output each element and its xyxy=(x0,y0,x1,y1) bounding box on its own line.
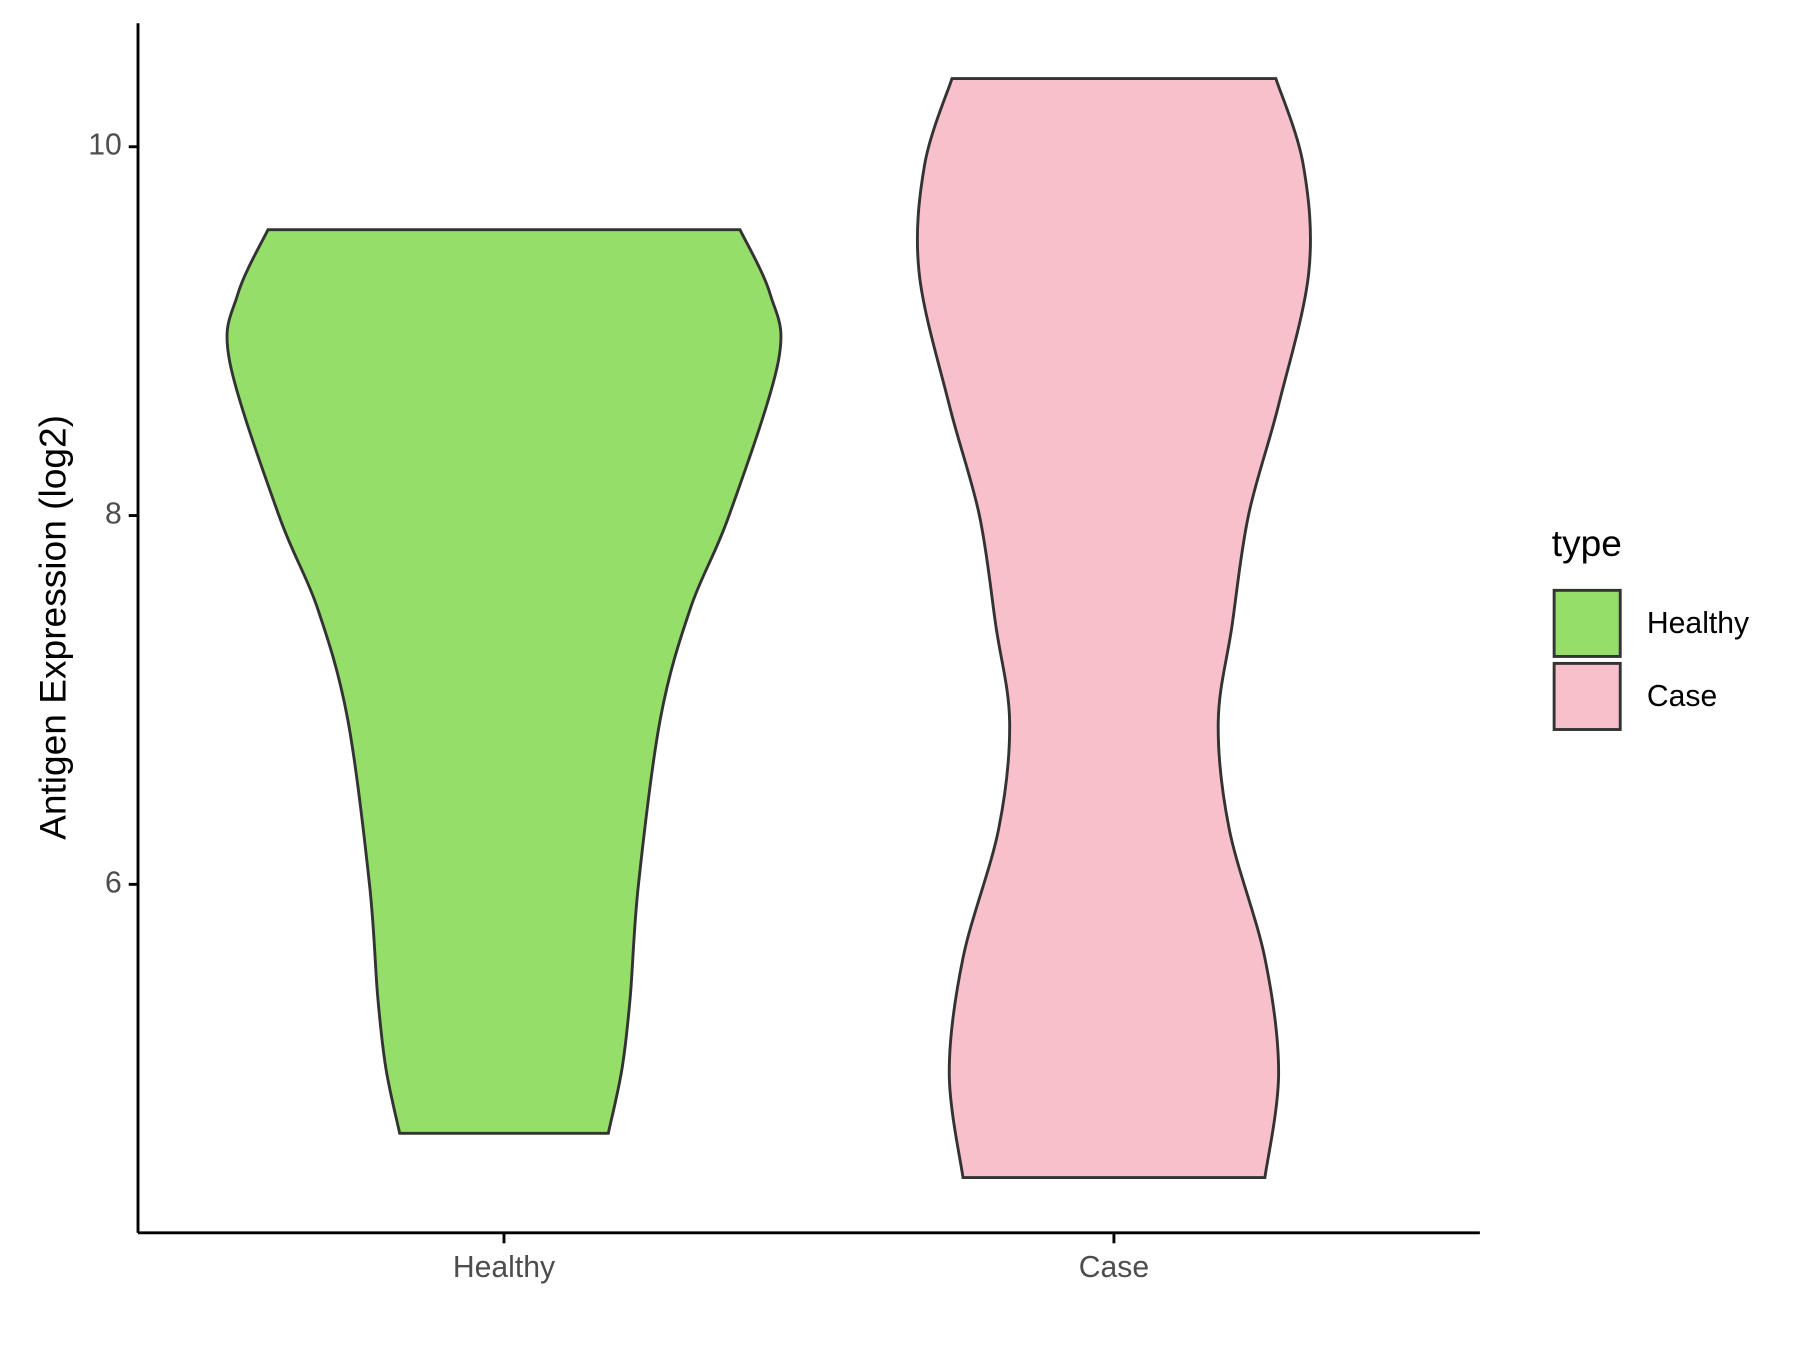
legend-key xyxy=(1552,661,1622,731)
y-tick-label: 10 xyxy=(88,129,122,162)
legend-label: Healthy xyxy=(1647,607,1750,640)
violin xyxy=(225,228,783,1135)
y-tick-label: 6 xyxy=(105,866,122,899)
violin xyxy=(915,77,1312,1179)
legend-key xyxy=(1552,588,1622,658)
legend-label: Case xyxy=(1647,680,1717,713)
x-tick-label: Case xyxy=(1079,1251,1149,1284)
y-axis-label: Antigen Expression (log2) xyxy=(31,415,73,840)
x-tick-label: Healthy xyxy=(453,1251,556,1284)
legend-title: type xyxy=(1552,522,1622,564)
y-tick-label: 8 xyxy=(105,498,122,531)
